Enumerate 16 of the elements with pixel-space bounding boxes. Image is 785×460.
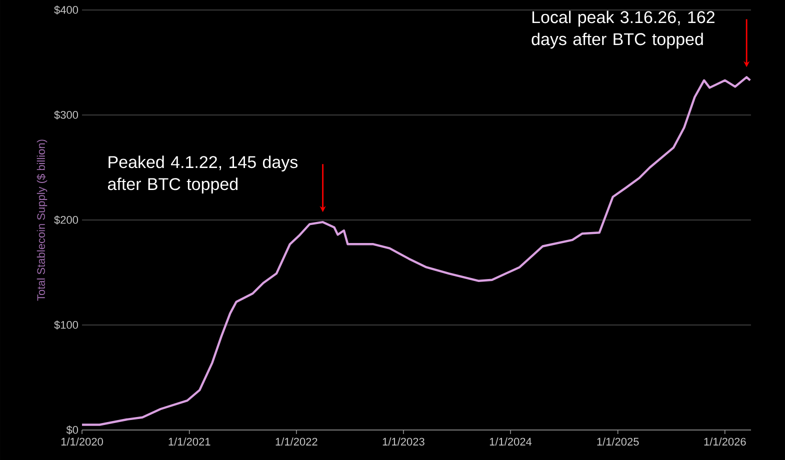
y-tick-label: $100 (54, 320, 78, 330)
x-tick-label: 1/1/2021 (168, 438, 210, 446)
x-tick-label: 1/1/2020 (61, 438, 103, 446)
x-tick-label: 1/1/2023 (382, 438, 424, 446)
y-tick-label: $300 (54, 110, 78, 120)
x-tick-label: 1/1/2025 (597, 438, 639, 446)
y-tick-label: $200 (54, 216, 78, 224)
x-tick-label: 1/1/2022 (276, 438, 318, 446)
x-tick-label: 1/1/2024 (490, 438, 532, 446)
x-tick-label: 1/1/2026 (704, 438, 746, 446)
y-axis-title: Total Stablecoin Supply ($ billion) (36, 140, 48, 301)
y-tick-label: $400 (54, 6, 78, 14)
annotation: Local peak 3.16.26, 162 days after BTC topped (532, 10, 714, 49)
line-series (80, 76, 752, 426)
annotation: Peaked 4.1.22, 145 days after BTC topped (108, 156, 298, 194)
y-tick-label: $0 (66, 426, 78, 434)
